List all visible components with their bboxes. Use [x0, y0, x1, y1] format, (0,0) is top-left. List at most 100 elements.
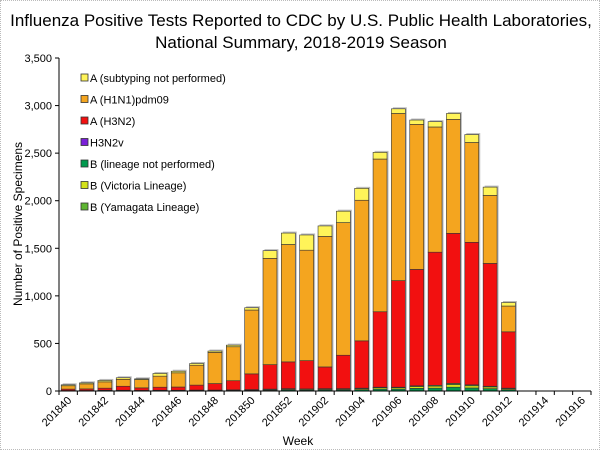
bar-segment-a-h1n1-pdm09 — [79, 383, 94, 390]
bar-stack-201850 — [244, 306, 261, 392]
bar-stack-201912 — [501, 301, 517, 392]
bar-segment-a-h1n1-pdm09 — [244, 309, 259, 375]
bar-segment-b-victoria-lineage- — [446, 384, 461, 388]
x-tick-label: 201906 — [370, 395, 404, 429]
legend-label: A (H1N1)pdm09 — [90, 95, 169, 107]
bar-segment-a-subtyping-not-performed- — [299, 234, 314, 251]
bar-stack-201845 — [152, 371, 169, 392]
bar-segment-a-h1n1-pdm09 — [482, 195, 498, 264]
legend-label: H3N2v — [90, 138, 124, 150]
bar-segment-a-h1n1-pdm09 — [336, 222, 351, 356]
y-tick-label: 2,000 — [24, 196, 52, 208]
legend-swatch — [80, 138, 89, 146]
bar-stack-201911 — [482, 185, 499, 392]
bar-stack-201909 — [446, 111, 462, 392]
bar-segment-a-h1n1-pdm09 — [134, 379, 149, 389]
legend-swatch — [80, 159, 89, 168]
legend-swatch — [80, 202, 89, 211]
bar-segment-a-h3n2- — [244, 373, 259, 390]
bar-segment-a-h1n1-pdm09 — [152, 375, 168, 388]
bar-segment-a-h1n1-pdm09 — [170, 372, 186, 388]
x-tick-label: 201844 — [113, 395, 147, 429]
bar-segment-a-h1n1-pdm09 — [317, 236, 333, 368]
bar-segment-b-victoria-lineage- — [464, 385, 480, 389]
bar-segment-a-h1n1-pdm09 — [372, 158, 388, 313]
x-tick-label: 201914 — [517, 395, 551, 429]
bar-segment-a-h3n2- — [336, 354, 351, 389]
chart-title-line-2: National Summary, 2018-2019 Season — [155, 33, 447, 52]
bar-segment-a-subtyping-not-performed- — [115, 377, 131, 380]
bar-segment-a-subtyping-not-performed- — [226, 344, 241, 348]
y-tick-label: 1,000 — [24, 291, 52, 303]
legend-swatch — [80, 95, 89, 103]
bar-segment-a-subtyping-not-performed- — [170, 370, 186, 374]
bar-stack-201847 — [189, 362, 206, 392]
x-axis-label: Week — [283, 434, 314, 448]
bar-segment-a-h1n1-pdm09 — [464, 142, 480, 243]
x-tick-label: 201912 — [480, 395, 514, 429]
bar-segment-a-h3n2- — [207, 383, 223, 391]
bar-segment-a-h3n2- — [482, 263, 498, 387]
bar-segment-a-subtyping-not-performed- — [464, 134, 480, 143]
bar-stack-201842 — [97, 378, 114, 392]
bar-stack-201840 — [60, 383, 77, 392]
bar-segment-a-h1n1-pdm09 — [207, 352, 223, 384]
bar-segment-a-h1n1-pdm09 — [189, 364, 204, 386]
bar-segment-a-h1n1-pdm09 — [97, 381, 113, 389]
legend-label: B (Yamagata Lineage) — [90, 202, 199, 214]
x-tick-label: 201850 — [223, 395, 257, 429]
bar-segment-a-h1n1-pdm09 — [391, 113, 406, 281]
bar-segment-a-subtyping-not-performed- — [372, 152, 388, 160]
bar-segment-a-h1n1-pdm09 — [226, 346, 241, 382]
x-tick-label: 201842 — [77, 395, 111, 429]
legend-item: A (H3N2) — [80, 116, 135, 128]
bar-segment-a-subtyping-not-performed- — [446, 113, 461, 120]
bar-segment-a-h1n1-pdm09 — [354, 199, 369, 342]
x-tick-label: 201916 — [553, 395, 587, 429]
y-tick-label: 3,500 — [24, 53, 52, 65]
bar-segment-a-h1n1-pdm09 — [446, 119, 461, 234]
bar-stack-201906 — [391, 107, 407, 392]
bar-segment-a-subtyping-not-performed- — [391, 108, 406, 114]
bar-segment-a-h3n2- — [281, 361, 296, 389]
bar-stack-201849 — [226, 343, 242, 392]
bar-segment-a-h1n1-pdm09 — [427, 126, 443, 253]
legend-swatch — [80, 116, 89, 125]
bar-segment-a-subtyping-not-performed- — [244, 307, 259, 311]
bar-segment-b-lineage-not-performed- — [446, 386, 461, 392]
bar-segment-a-subtyping-not-performed- — [409, 119, 424, 125]
legend-item: B (Victoria Lineage) — [80, 181, 186, 193]
bar-segment-a-h1n1-pdm09 — [262, 258, 278, 365]
bar-segment-a-subtyping-not-performed- — [152, 373, 168, 377]
bar-segment-a-h3n2- — [501, 331, 516, 389]
bar-segment-a-subtyping-not-performed- — [501, 302, 516, 307]
bar-segment-a-h3n2- — [226, 380, 241, 391]
y-tick-label: 1,500 — [24, 243, 52, 255]
bar-stack-201852 — [281, 231, 297, 392]
x-tick-label: 201910 — [443, 395, 477, 429]
bar-segment-a-h1n1-pdm09 — [60, 385, 76, 390]
x-tick-label: 201840 — [40, 395, 74, 429]
bar-segment-a-h3n2- — [317, 366, 333, 389]
y-tick-label: 500 — [34, 338, 52, 350]
x-tick-label: 201904 — [333, 395, 367, 429]
x-tick-label: 201908 — [407, 395, 441, 429]
bar-segment-a-h3n2- — [354, 340, 369, 389]
bar-segment-a-h3n2- — [427, 251, 443, 386]
bar-segment-a-subtyping-not-performed- — [97, 380, 113, 383]
bar-segment-a-h3n2- — [97, 387, 113, 391]
bar-segment-a-subtyping-not-performed- — [60, 384, 76, 387]
y-tick-label: 2,500 — [24, 148, 52, 160]
bar-stack-201901 — [299, 233, 316, 392]
bar-segment-a-h3n2- — [446, 233, 461, 384]
bar-segment-a-subtyping-not-performed- — [79, 382, 94, 385]
y-axis-label: Number of Positive Specimens — [11, 142, 25, 306]
legend-item: B (lineage not performed) — [80, 159, 215, 171]
bar-segment-a-subtyping-not-performed- — [482, 186, 498, 196]
bar-stack-201846 — [170, 369, 187, 392]
legend-item: B (Yamagata Lineage) — [80, 202, 199, 214]
legend-label: B (lineage not performed) — [90, 159, 215, 171]
bar-stack-201902 — [317, 224, 334, 392]
